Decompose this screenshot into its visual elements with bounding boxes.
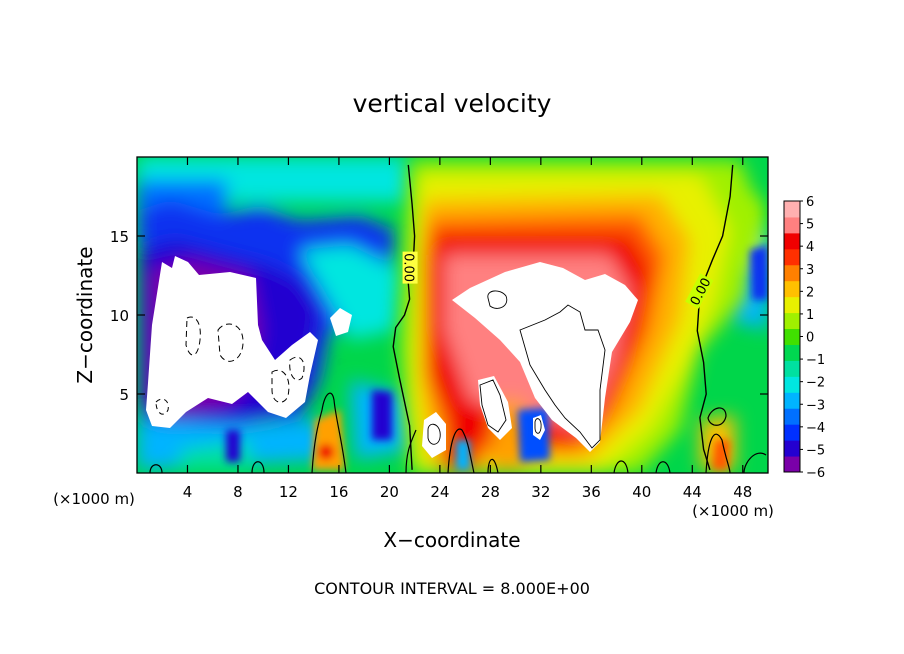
x-unit-label-left: (×1000 m)	[53, 490, 135, 508]
colorbar-tick-label: −3	[806, 398, 825, 413]
contour-label-bg	[685, 273, 714, 309]
colorbar-swatch	[784, 344, 800, 361]
colorbar-tick-label: −2	[806, 376, 825, 391]
colorbar-swatch	[784, 264, 800, 282]
x-unit-label-right: (×1000 m)	[692, 502, 774, 520]
contour-loop-right	[707, 407, 727, 426]
colorbar-tick-label: 0	[806, 331, 814, 346]
x-tick-label: 24	[430, 483, 449, 501]
colorbar-swatch	[784, 440, 800, 457]
x-tick-label: 36	[582, 483, 601, 501]
colorbar-tick-label: 2	[806, 285, 814, 300]
colorbar-tick-label: 4	[806, 240, 814, 255]
colorbar-swatch	[784, 376, 800, 393]
y-tick-label: 5	[119, 386, 129, 404]
colorbar-tick-label: 3	[806, 263, 814, 278]
colorbar-swatch	[784, 232, 800, 250]
contour-label: 0.00	[401, 253, 416, 282]
colorbar-tick-label: −6	[806, 466, 825, 481]
thin-contour-lower	[479, 379, 507, 433]
chart-title: vertical velocity	[353, 89, 552, 118]
colorbar-swatch	[784, 216, 800, 234]
thin-contour-cell	[427, 423, 441, 445]
saturated-regions	[146, 256, 638, 458]
colorbar-swatch	[784, 408, 800, 425]
colorbar-tick-label: −5	[806, 443, 825, 458]
y-tick-label: 15	[110, 228, 129, 246]
colorbar-swatch	[784, 296, 800, 314]
x-tick-label: 28	[481, 483, 500, 501]
bottom-contour-bumps	[149, 392, 767, 473]
zero-contour-left	[392, 164, 416, 470]
contour-interval-note: CONTOUR INTERVAL = 8.000E+00	[314, 579, 590, 598]
zero-contour-right	[696, 164, 734, 471]
colorbar-tick-label: −4	[806, 421, 825, 436]
colorbar-swatch	[784, 328, 800, 345]
dashed-contour-5	[155, 398, 169, 415]
colorbar: 6 5 4 3 2 1 0 −1 −2 −3 −4 −5 −6	[783, 195, 825, 481]
colorbar-tick-label: 1	[806, 308, 814, 323]
x-tick-label: 48	[733, 483, 752, 501]
colorbar-tick-label: 6	[806, 195, 814, 210]
x-tick-label: 20	[380, 483, 399, 501]
thin-contour-core	[519, 304, 606, 449]
x-tick-label: 32	[531, 483, 550, 501]
contour-lines	[149, 164, 767, 473]
small-cells	[226, 245, 768, 470]
colorbar-tick-label: 5	[806, 218, 814, 233]
colorbar-tick-label: −1	[806, 353, 825, 368]
colorbar-swatch	[784, 280, 800, 298]
x-tick-label: 16	[329, 483, 348, 501]
x-tick-label: 4	[183, 483, 193, 501]
colorbar-swatch	[784, 201, 800, 218]
y-axis-title: Z−coordinate	[73, 246, 97, 383]
contour-label-bg	[402, 251, 418, 284]
x-tick-label: 44	[683, 483, 702, 501]
dashed-contour-4	[289, 356, 305, 381]
colorbar-swatch	[784, 456, 800, 473]
x-tick-label: 12	[279, 483, 298, 501]
x-axis-title: X−coordinate	[383, 528, 520, 552]
colorbar-swatch	[784, 312, 800, 330]
dashed-contour-1	[217, 323, 244, 362]
dashed-contour-2	[185, 316, 201, 356]
thin-contour-small	[534, 418, 542, 434]
y-tick-label: 10	[110, 307, 129, 325]
y-axis: 5 10 15	[110, 228, 768, 404]
plot-area: 0.000.00	[137, 157, 768, 473]
x-axis: 4 8 12 16 20 24 28 32 36 40 44 48	[183, 157, 752, 501]
colorbar-swatch	[784, 392, 800, 409]
x-tick-label: 40	[632, 483, 651, 501]
thin-contour-bubble	[487, 290, 508, 309]
colorbar-swatch	[784, 248, 800, 266]
colorbar-swatch	[784, 360, 800, 377]
colorbar-swatch	[784, 424, 800, 441]
x-tick-label: 8	[233, 483, 243, 501]
